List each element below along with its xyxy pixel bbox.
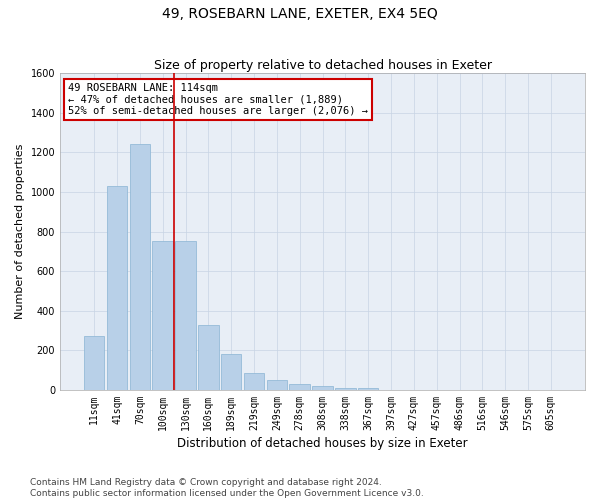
Bar <box>198 324 218 390</box>
Text: 49 ROSEBARN LANE: 114sqm
← 47% of detached houses are smaller (1,889)
52% of sem: 49 ROSEBARN LANE: 114sqm ← 47% of detach… <box>68 82 368 116</box>
X-axis label: Distribution of detached houses by size in Exeter: Distribution of detached houses by size … <box>177 437 468 450</box>
Bar <box>152 242 173 390</box>
Y-axis label: Number of detached properties: Number of detached properties <box>15 144 25 319</box>
Bar <box>312 386 333 390</box>
Bar <box>107 186 127 390</box>
Text: Contains HM Land Registry data © Crown copyright and database right 2024.
Contai: Contains HM Land Registry data © Crown c… <box>30 478 424 498</box>
Bar <box>289 384 310 390</box>
Bar <box>221 354 241 390</box>
Text: 49, ROSEBARN LANE, EXETER, EX4 5EQ: 49, ROSEBARN LANE, EXETER, EX4 5EQ <box>162 8 438 22</box>
Bar <box>84 336 104 390</box>
Bar <box>266 380 287 390</box>
Bar <box>244 373 264 390</box>
Bar <box>358 388 379 390</box>
Bar <box>130 144 150 390</box>
Title: Size of property relative to detached houses in Exeter: Size of property relative to detached ho… <box>154 59 491 72</box>
Bar <box>335 388 356 390</box>
Bar <box>175 242 196 390</box>
